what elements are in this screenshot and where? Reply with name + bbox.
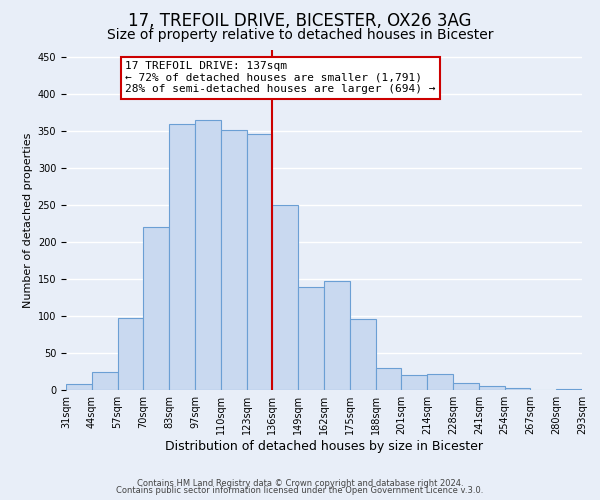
Bar [479,386,505,390]
Text: 17, TREFOIL DRIVE, BICESTER, OX26 3AG: 17, TREFOIL DRIVE, BICESTER, OX26 3AG [128,12,472,30]
Bar [401,375,427,390]
Bar [556,388,582,390]
Bar [92,372,118,390]
X-axis label: Distribution of detached houses by size in Bicester: Distribution of detached houses by size … [165,440,483,453]
Bar [66,384,92,390]
Text: 17 TREFOIL DRIVE: 137sqm
← 72% of detached houses are smaller (1,791)
28% of sem: 17 TREFOIL DRIVE: 137sqm ← 72% of detach… [125,61,436,94]
Bar [427,374,453,390]
Text: Contains HM Land Registry data © Crown copyright and database right 2024.: Contains HM Land Registry data © Crown c… [137,478,463,488]
Bar [453,382,479,390]
Bar [272,205,298,390]
Bar [247,134,272,390]
Bar [298,286,324,390]
Y-axis label: Number of detached properties: Number of detached properties [23,132,34,308]
Text: Size of property relative to detached houses in Bicester: Size of property relative to detached ho… [107,28,493,42]
Text: Contains public sector information licensed under the Open Government Licence v.: Contains public sector information licen… [116,486,484,495]
Bar [324,280,350,390]
Bar [350,319,376,390]
Bar [169,124,195,390]
Bar [143,228,169,390]
Bar [376,368,401,390]
Bar [118,318,143,390]
Bar [195,120,221,390]
Bar [221,130,247,390]
Bar [505,388,530,390]
